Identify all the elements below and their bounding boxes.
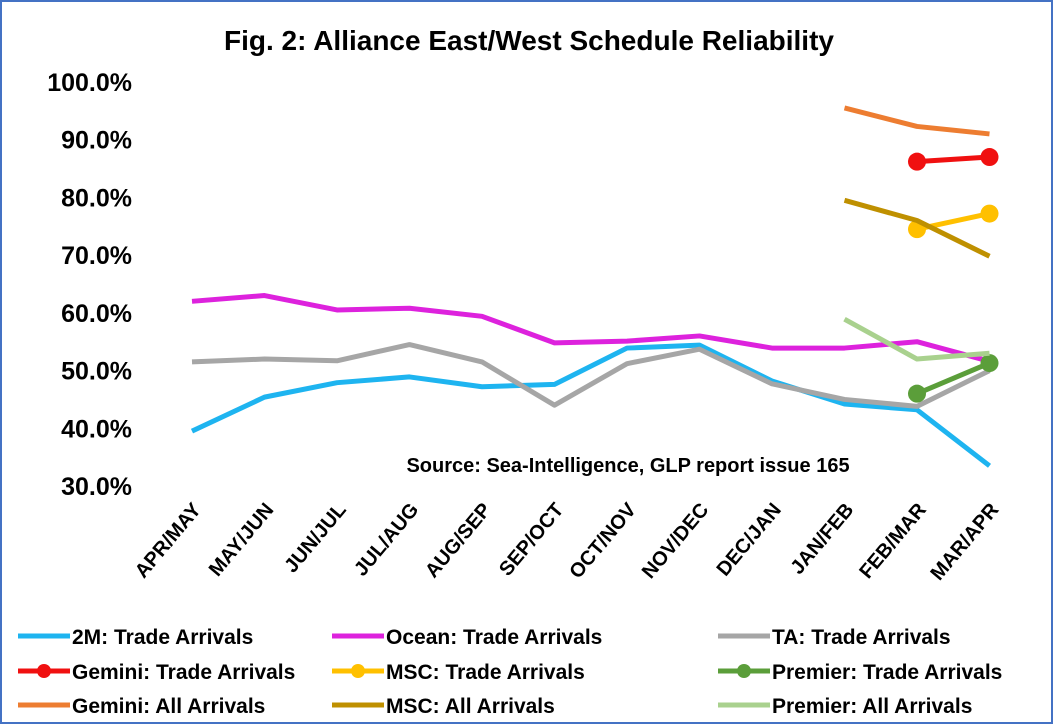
y-tick-label: 80.0%	[61, 184, 132, 212]
series-line-2	[192, 345, 990, 407]
series-line-8	[845, 319, 990, 359]
x-tick-label: AUG/SEP	[421, 499, 496, 582]
x-tick-label: JUL/AUG	[350, 499, 423, 580]
legend-marker	[37, 664, 51, 678]
y-tick-label: 90.0%	[61, 127, 132, 155]
legend-item: Premier: All Arrivals	[718, 695, 972, 718]
legend-item: MSC: Trade Arrivals	[332, 661, 585, 684]
data-point	[981, 148, 999, 166]
legend-item: Gemini: Trade Arrivals	[18, 661, 295, 684]
legend-label: Premier: Trade Arrivals	[772, 661, 1002, 684]
legend-label: Premier: All Arrivals	[772, 695, 972, 718]
series-line-1	[192, 296, 990, 362]
x-tick-label: DEC/JAN	[713, 499, 786, 580]
legend-label: MSC: All Arrivals	[386, 695, 555, 718]
data-point	[908, 385, 926, 403]
chart-title: Fig. 2: Alliance East/West Schedule Reli…	[224, 25, 834, 56]
data-point	[908, 153, 926, 171]
y-tick-label: 40.0%	[61, 415, 132, 443]
legend-marker	[737, 664, 751, 678]
x-tick-label: MAR/APR	[926, 499, 1003, 585]
legend-label: Gemini: All Arrivals	[72, 695, 265, 718]
x-tick-label: MAY/JUN	[205, 499, 279, 581]
legend-item: 2M: Trade Arrivals	[18, 626, 253, 649]
x-tick-label: OCT/NOV	[565, 499, 641, 583]
legend-item: Gemini: All Arrivals	[18, 695, 265, 718]
x-tick-label: JAN/FEB	[786, 499, 858, 579]
legend-label: TA: Trade Arrivals	[772, 626, 951, 649]
x-tick-label: APR/MAY	[131, 499, 206, 583]
y-tick-label: 100.0%	[47, 69, 132, 97]
legend-label: MSC: Trade Arrivals	[386, 661, 585, 684]
x-tick-label: FEB/MAR	[855, 499, 931, 583]
data-point	[981, 205, 999, 223]
legend-item: TA: Trade Arrivals	[718, 626, 951, 649]
legend-label: Ocean: Trade Arrivals	[386, 626, 602, 649]
y-tick-label: 30.0%	[61, 473, 132, 501]
series-line-3	[917, 157, 990, 162]
series-line-6	[845, 108, 990, 134]
x-tick-label: SEP/OCT	[495, 499, 568, 580]
x-tick-label: JUN/JUL	[280, 499, 350, 577]
y-tick-label: 70.0%	[61, 242, 132, 270]
legend-item: Ocean: Trade Arrivals	[332, 626, 602, 649]
legend-item: Premier: Trade Arrivals	[718, 661, 1002, 684]
y-tick-label: 50.0%	[61, 358, 132, 386]
data-point	[981, 354, 999, 372]
series-line-0	[192, 345, 990, 466]
x-tick-label: NOV/DEC	[638, 499, 713, 583]
legend-label: 2M: Trade Arrivals	[72, 626, 253, 649]
source-annotation: Source: Sea-Intelligence, GLP report iss…	[406, 455, 849, 477]
legend-marker	[351, 664, 365, 678]
legend-item: MSC: All Arrivals	[332, 695, 555, 718]
y-tick-label: 60.0%	[61, 300, 132, 328]
legend-label: Gemini: Trade Arrivals	[72, 661, 295, 684]
